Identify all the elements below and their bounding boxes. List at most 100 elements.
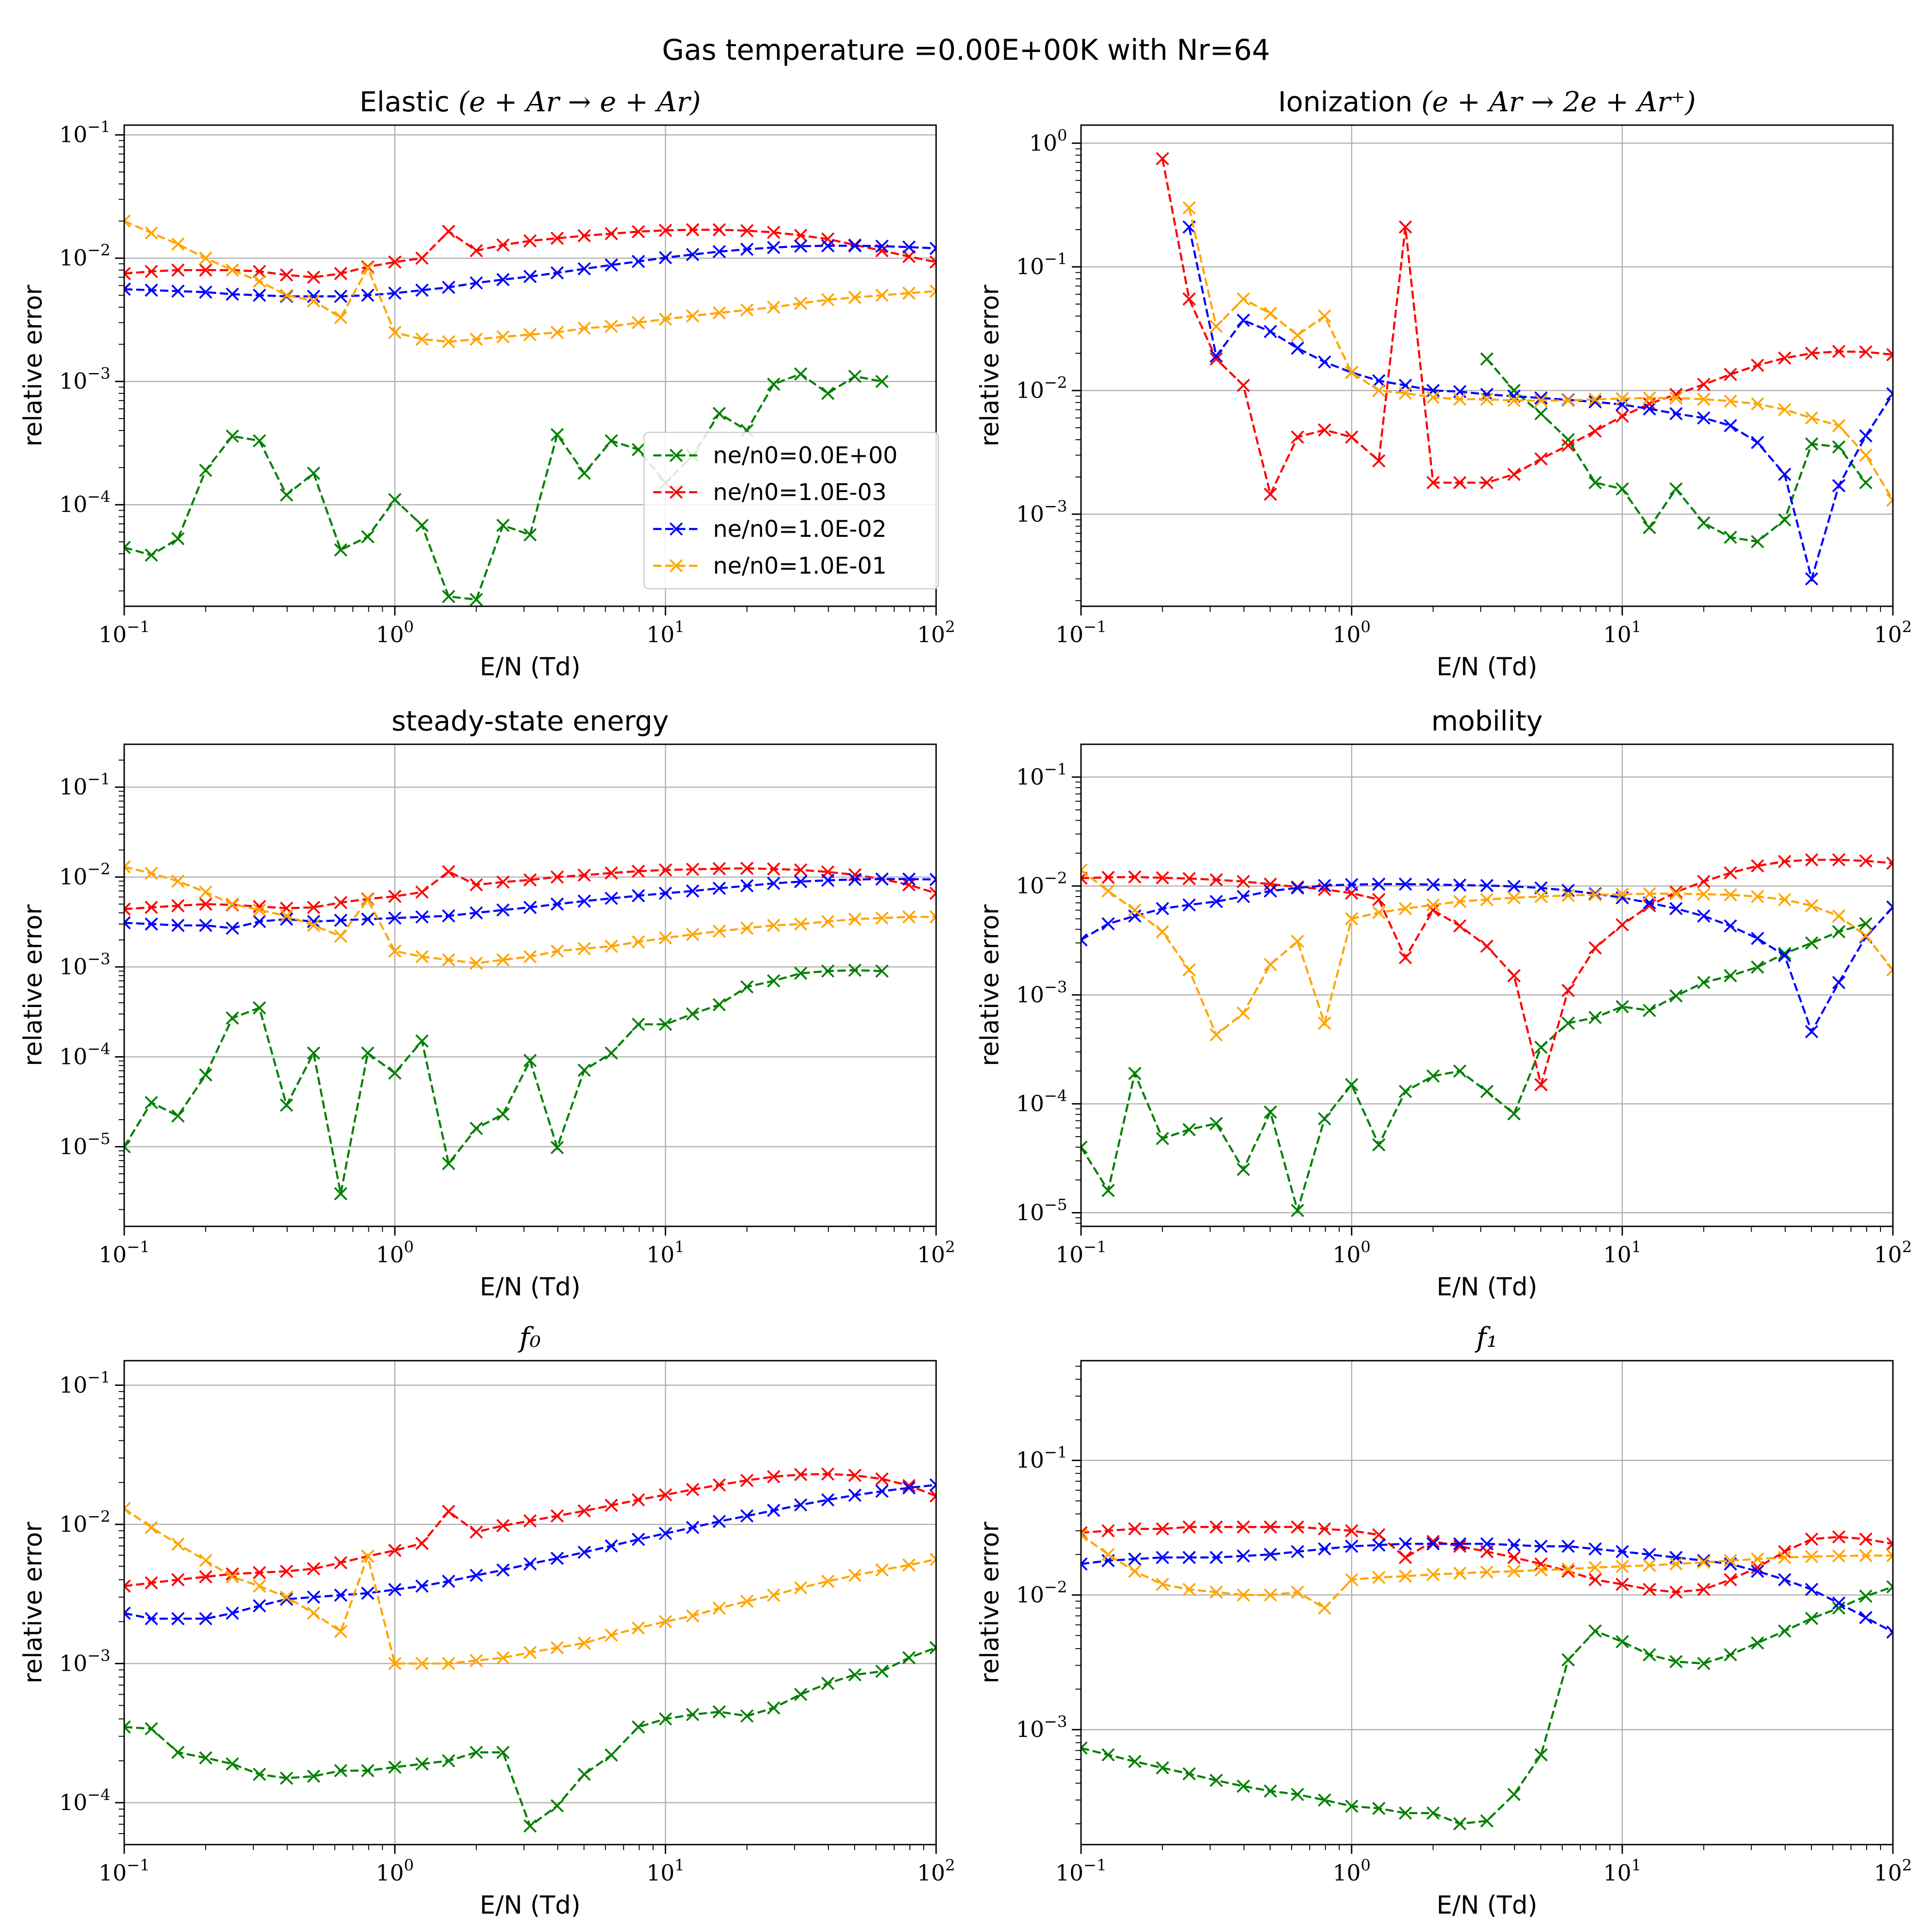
data-point-marker [632, 864, 645, 878]
data-point-marker [1886, 900, 1893, 914]
data-point-marker [1778, 403, 1792, 417]
data-point-marker [1859, 476, 1873, 489]
data-point-marker [821, 1467, 835, 1481]
data-point-marker [523, 1557, 537, 1571]
data-point-marker [1101, 1524, 1115, 1538]
data-point-marker [1588, 392, 1602, 406]
data-point-marker [550, 1509, 564, 1523]
data-point-marker [604, 227, 618, 241]
data-point-marker [767, 974, 781, 988]
data-point-marker [1081, 933, 1088, 947]
data-point-marker [902, 240, 916, 254]
series-line [1081, 923, 1866, 1214]
data-point-marker [577, 868, 591, 882]
y-tick-label: 10−3 [1016, 497, 1067, 527]
data-point-marker [1264, 958, 1277, 972]
data-point-marker [334, 1764, 348, 1777]
data-point-marker [199, 285, 213, 299]
data-point-marker [1480, 1085, 1494, 1098]
data-point-marker [307, 914, 321, 928]
data-point-marker [253, 1599, 266, 1613]
data-point-marker [929, 242, 936, 255]
plot-frame [1080, 1360, 1894, 1846]
data-point-marker [470, 1525, 483, 1539]
y-tick-label: 10−3 [59, 950, 110, 980]
data-point-marker [848, 1569, 862, 1582]
data-point-marker [388, 911, 402, 925]
data-point-marker [415, 333, 429, 346]
y-tick-label: 10−4 [59, 1786, 110, 1816]
data-point-marker [523, 528, 537, 542]
data-point-marker [686, 309, 700, 323]
data-point-marker [713, 407, 726, 420]
chart-panel-1: 10−1 100 101 102 10−4 10−3 10−2 10−1 Elastic (e … [18, 86, 955, 681]
data-point-marker [848, 291, 862, 305]
data-point-marker [334, 929, 348, 943]
data-point-marker [794, 917, 808, 931]
data-point-marker [550, 870, 564, 884]
data-point-marker [388, 493, 402, 506]
data-point-marker [1426, 878, 1440, 891]
data-point-marker [1751, 1552, 1765, 1566]
data-point-marker [199, 885, 213, 899]
data-point-marker [1616, 1635, 1629, 1649]
data-point-marker [1372, 1801, 1386, 1815]
data-point-marker [1345, 912, 1358, 926]
data-point-marker [929, 1641, 936, 1655]
data-point-marker [1805, 936, 1818, 950]
data-point-marker [713, 245, 726, 259]
data-point-marker [442, 1505, 455, 1518]
x-tick-label: 101 [1603, 618, 1641, 648]
data-point-marker [1886, 348, 1893, 362]
data-point-marker [253, 274, 266, 288]
data-point-marker [659, 931, 673, 945]
data-point-marker [1264, 1588, 1277, 1602]
data-point-marker [1156, 1577, 1169, 1591]
data-point-marker [334, 289, 348, 303]
plot-frame [1080, 743, 1894, 1227]
data-point-marker [902, 872, 916, 886]
data-point-marker [334, 914, 348, 927]
data-point-marker [1291, 1520, 1305, 1534]
data-point-marker [388, 1583, 402, 1596]
data-point-marker [1778, 351, 1792, 365]
data-point-marker [1128, 870, 1142, 884]
data-point-marker [1372, 384, 1386, 397]
data-point-marker [1886, 1625, 1893, 1639]
data-point-marker [280, 1590, 293, 1604]
data-point-marker [144, 1521, 158, 1534]
data-point-marker [767, 877, 781, 890]
data-point-marker [1886, 1537, 1893, 1551]
data-point-marker [848, 369, 862, 383]
data-point-marker [496, 273, 510, 287]
legend-label: ne/n0=0.0E+00 [713, 442, 897, 469]
data-point-marker [1480, 1537, 1494, 1551]
data-point-marker [632, 935, 645, 949]
data-point-marker [1372, 877, 1386, 891]
data-point-marker [902, 910, 916, 924]
data-point-marker [1453, 476, 1466, 489]
data-point-marker [523, 234, 537, 248]
data-point-marker [388, 1760, 402, 1774]
data-point-marker [767, 1588, 781, 1602]
data-point-marker [902, 1479, 916, 1492]
data-point-marker [1291, 881, 1305, 895]
data-point-marker [1534, 1078, 1548, 1092]
data-point-marker [144, 283, 158, 297]
data-point-marker [307, 289, 321, 303]
x-tick-label: 10−1 [1055, 1856, 1106, 1886]
data-point-marker [199, 1068, 213, 1082]
data-point-marker [1372, 1528, 1386, 1541]
data-point-marker [523, 270, 537, 283]
data-point-marker [523, 901, 537, 914]
data-point-marker [361, 893, 374, 907]
data-point-marker [686, 247, 700, 261]
data-point-marker [1534, 391, 1548, 405]
data-point-marker [1156, 1132, 1169, 1145]
data-point-marker [1859, 448, 1873, 462]
data-point-marker [124, 1720, 131, 1734]
data-point-marker [875, 239, 889, 253]
data-point-marker [821, 1493, 835, 1506]
legend-marker [669, 522, 683, 536]
data-point-marker [124, 282, 131, 296]
